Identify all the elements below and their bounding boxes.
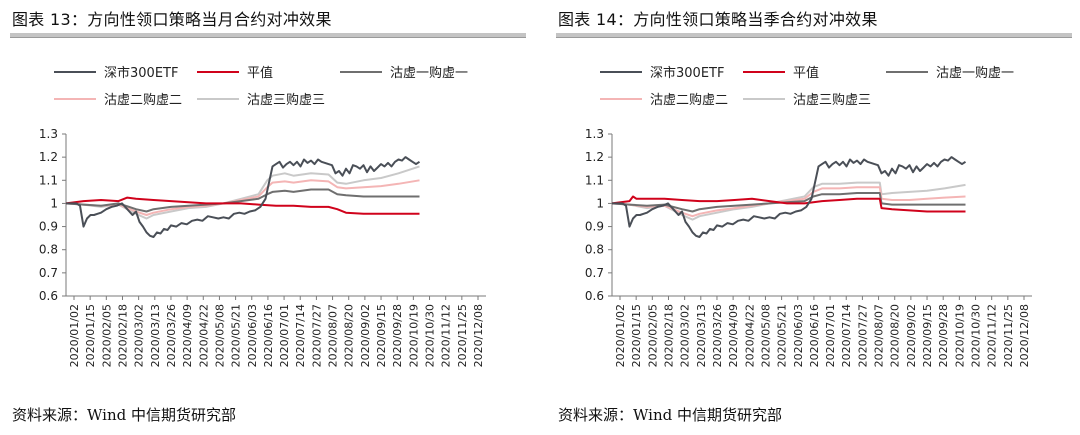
x-tick-label: 2020/02/05	[646, 304, 659, 367]
series-line	[66, 156, 421, 238]
x-tick-label: 2020/10/19	[407, 304, 420, 367]
series-line	[65, 188, 420, 213]
x-tick-label: 2020/09/15	[921, 304, 934, 367]
x-tick-label: 2020/06/16	[262, 304, 275, 367]
y-tick-label: 1.1	[39, 173, 58, 187]
series-line	[65, 165, 420, 220]
x-tick-label: 2020/01/02	[614, 304, 627, 367]
x-tick-label: 2020/09/28	[391, 304, 404, 367]
x-tick-label: 2020/05/21	[776, 304, 789, 367]
x-tick-label: 2020/04/09	[181, 304, 194, 367]
legend-label: 深市300ETF	[650, 65, 724, 81]
x-tick-label: 2020/06/03	[792, 304, 805, 367]
x-tick-label: 2020/08/20	[343, 304, 356, 367]
legend-label: 平值	[793, 65, 819, 81]
x-tick-label: 2020/10/30	[970, 304, 983, 367]
x-tick-label: 2020/02/05	[100, 304, 113, 367]
legend-label: 沽虚三购虚三	[793, 92, 871, 108]
x-tick-label: 2020/09/28	[937, 304, 950, 367]
x-tick-label: 2020/07/01	[824, 304, 837, 367]
source-note: 资料来源：Wind 中信期货研究部	[558, 406, 782, 424]
x-tick-label: 2020/07/14	[294, 304, 307, 367]
x-tick-label: 2020/05/08	[759, 304, 772, 367]
y-tick-label: 1.2	[39, 150, 58, 164]
y-tick-label: 0.9	[39, 220, 58, 234]
x-tick-label: 2020/03/02	[679, 304, 692, 367]
x-tick-label: 2020/03/26	[165, 304, 178, 367]
x-tick-label: 2020/02/18	[662, 304, 675, 367]
x-tick-label: 2020/03/26	[711, 304, 724, 367]
x-tick-label: 2020/10/30	[424, 304, 437, 367]
x-tick-label: 2020/09/15	[375, 304, 388, 367]
series-line	[612, 156, 967, 238]
x-tick-label: 2020/10/19	[953, 304, 966, 367]
y-tick-label: 1	[50, 196, 58, 210]
legend-label: 沽虚一购虚一	[390, 65, 468, 81]
x-tick-label: 2020/11/25	[456, 304, 469, 367]
y-tick-label: 0.7	[39, 266, 58, 280]
x-tick-label: 2020/03/13	[149, 304, 162, 367]
x-tick-label: 2020/05/08	[213, 304, 226, 367]
x-tick-label: 2020/04/22	[197, 304, 210, 367]
x-tick-label: 2020/09/02	[905, 304, 918, 367]
figure-13-panel: 图表 13：方向性领口策略当月合约对冲效果 深市300ETF 平值 沽虚一购虚一沽虚…	[10, 0, 530, 435]
x-tick-label: 2020/01/15	[630, 304, 643, 367]
legend-label: 深市300ETF	[104, 65, 178, 81]
x-tick-label: 2020/08/07	[873, 304, 886, 367]
y-tick-label: 0.8	[585, 243, 604, 257]
x-tick-label: 2020/07/01	[278, 304, 291, 367]
series-line	[65, 196, 420, 215]
series-line	[611, 181, 966, 221]
y-tick-label: 0.7	[585, 266, 604, 280]
x-tick-label: 2020/02/18	[116, 304, 129, 367]
series-line	[611, 192, 966, 213]
x-tick-label: 2020/08/07	[327, 304, 340, 367]
x-tick-label: 2020/12/08	[472, 304, 485, 367]
y-tick-label: 1.3	[39, 127, 58, 141]
x-tick-label: 2020/07/27	[856, 304, 869, 367]
x-tick-label: 2020/04/22	[743, 304, 756, 367]
title-divider	[556, 33, 1072, 38]
x-tick-label: 2020/05/21	[230, 304, 243, 367]
x-tick-label: 2020/06/03	[246, 304, 259, 367]
figure-title: 图表 14：方向性领口策略当季合约对冲效果	[558, 10, 878, 29]
y-tick-label: 0.8	[39, 243, 58, 257]
y-tick-label: 0.6	[585, 289, 604, 303]
x-tick-label: 2020/11/12	[440, 304, 453, 367]
y-tick-label: 1.2	[585, 150, 604, 164]
legend-label: 沽虚二购虚二	[104, 92, 182, 108]
y-tick-label: 0.6	[39, 289, 58, 303]
x-tick-label: 2020/06/16	[808, 304, 821, 367]
x-tick-label: 2020/11/12	[986, 304, 999, 367]
x-tick-label: 2020/07/27	[310, 304, 323, 367]
legend-label: 平值	[247, 65, 273, 81]
source-note: 资料来源：Wind 中信期货研究部	[12, 406, 236, 424]
title-divider	[10, 33, 526, 38]
x-tick-label: 2020/03/13	[695, 304, 708, 367]
x-tick-label: 2020/12/08	[1018, 304, 1031, 367]
y-tick-label: 1.1	[585, 173, 604, 187]
legend-label: 沽虚三购虚三	[247, 92, 325, 108]
legend-label: 沽虚一购虚一	[936, 65, 1014, 81]
figure-14-panel: 图表 14：方向性领口策略当季合约对冲效果 深市300ETF 平值 沽虚一购虚一沽虚…	[556, 0, 1076, 435]
y-tick-label: 0.9	[585, 220, 604, 234]
y-tick-label: 1.3	[585, 127, 604, 141]
x-tick-label: 2020/08/20	[889, 304, 902, 367]
legend-label: 沽虚二购虚二	[650, 92, 728, 108]
x-tick-label: 2020/11/25	[1002, 304, 1015, 367]
x-tick-label: 2020/04/09	[727, 304, 740, 367]
x-tick-label: 2020/01/15	[84, 304, 97, 367]
x-tick-label: 2020/01/02	[68, 304, 81, 367]
series-line	[611, 195, 966, 213]
y-tick-label: 1	[596, 196, 604, 210]
x-tick-label: 2020/09/02	[359, 304, 372, 367]
x-tick-label: 2020/07/14	[840, 304, 853, 367]
x-tick-label: 2020/03/02	[133, 304, 146, 367]
figure-title: 图表 13：方向性领口策略当月合约对冲效果	[12, 10, 332, 29]
